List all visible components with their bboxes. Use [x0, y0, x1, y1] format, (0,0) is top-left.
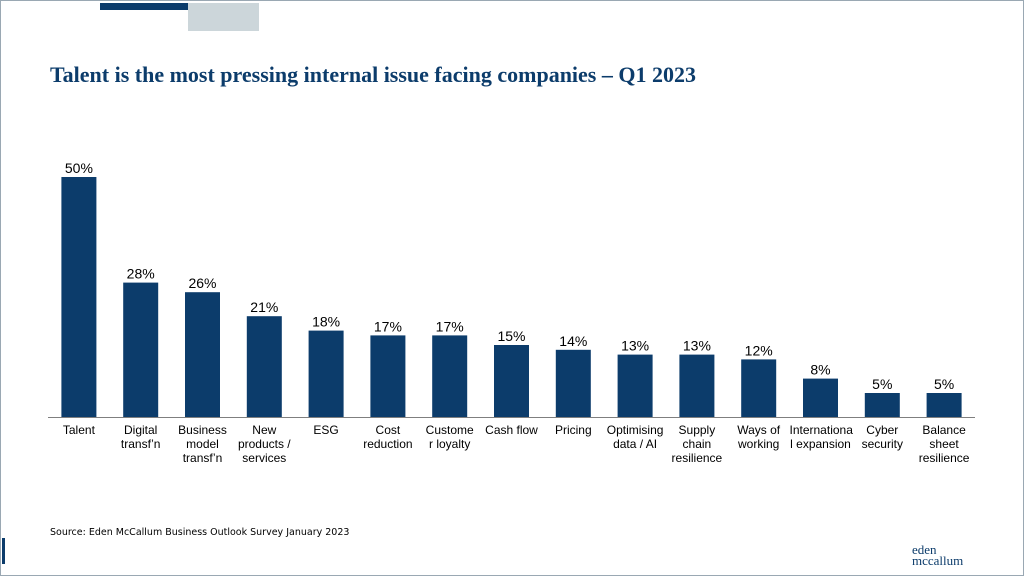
category-label-line: transf’n — [182, 451, 223, 465]
bar-15 — [926, 393, 962, 417]
category-label-line: Digital — [124, 423, 158, 437]
category-label-4: New products / services — [233, 423, 295, 465]
category-label-3: Business model transf’n — [172, 423, 234, 465]
category-label-line: chain — [682, 437, 712, 451]
bar-6 — [370, 335, 406, 417]
category-label-line: sheet — [929, 437, 959, 451]
bar-4 — [246, 316, 282, 417]
category-label-line: Ways of — [737, 423, 781, 437]
value-label-7: 17% — [436, 318, 464, 334]
value-label-3: 26% — [188, 275, 216, 291]
category-label-line: Talent — [62, 423, 95, 437]
category-label-9: Pricing — [542, 423, 604, 437]
value-label-14: 5% — [872, 376, 892, 392]
value-label-12: 12% — [745, 342, 773, 358]
bar-1 — [61, 177, 97, 417]
value-label-9: 14% — [559, 333, 587, 349]
logo-line-2: mccallum — [912, 553, 964, 568]
bar-13 — [803, 378, 838, 417]
category-label-line: Custome — [425, 423, 474, 437]
value-label-11: 13% — [683, 338, 711, 354]
bar-2 — [123, 282, 159, 417]
header-accent-block — [188, 3, 259, 31]
category-label-15: Balance sheet resilience — [913, 423, 975, 465]
category-label-line: ESG — [313, 423, 339, 437]
category-label-12: Ways of working — [728, 423, 790, 451]
value-label-13: 8% — [810, 362, 830, 378]
bar-10 — [617, 354, 653, 417]
category-label-5: ESG — [295, 423, 357, 437]
category-label-7: Custome r loyalty — [419, 423, 481, 451]
category-label-line: transf’n — [120, 437, 161, 451]
value-label-5: 18% — [312, 314, 340, 330]
value-label-8: 15% — [497, 328, 525, 344]
category-label-line: reduction — [363, 437, 413, 451]
category-label-2: Digital transf’n — [110, 423, 172, 451]
category-label-line: Internationa — [789, 423, 853, 437]
value-label-1: 50% — [65, 160, 93, 176]
logo-line-1: eden — [912, 542, 937, 557]
bar-12 — [741, 359, 777, 417]
bar-14 — [864, 393, 900, 417]
category-label-line: Business — [178, 423, 227, 437]
category-label-line: Cyber — [866, 423, 899, 437]
category-label-line: New — [252, 423, 277, 437]
category-label-13: Internationa l expansion — [789, 423, 853, 451]
category-label-line: resilience — [918, 451, 970, 465]
value-label-10: 13% — [621, 338, 649, 354]
header-accent-bar — [100, 3, 188, 10]
value-label-15: 5% — [934, 376, 954, 392]
value-label-6: 17% — [374, 318, 402, 334]
eden-mccallum-logo: eden mccallum — [912, 542, 964, 568]
category-label-line: resilience — [671, 451, 723, 465]
category-label-line: products / — [237, 437, 291, 451]
bar-8 — [494, 345, 529, 417]
category-label-line: working — [738, 437, 780, 451]
value-label-2: 28% — [127, 266, 155, 282]
category-label-line: r loyalty — [429, 437, 471, 451]
category-label-line: Pricing — [554, 423, 592, 437]
category-label-line: model — [186, 437, 219, 451]
category-label-line: data / AI — [613, 437, 658, 451]
bar-3 — [185, 292, 220, 417]
category-label-line: Cash flow — [485, 423, 538, 437]
category-label-line: l expansion — [790, 437, 851, 451]
category-label-14: Cyber security — [851, 423, 913, 451]
value-label-4: 21% — [250, 299, 278, 315]
chart-title: Talent is the most pressing internal iss… — [50, 62, 696, 87]
category-label-line: Supply — [678, 423, 716, 437]
category-label-11: Supply chain resilience — [666, 423, 728, 465]
category-label-line: Balance — [922, 423, 966, 437]
bar-9 — [555, 349, 591, 417]
bar-5 — [308, 330, 344, 417]
category-label-line: Optimising — [606, 423, 664, 437]
category-label-line: services — [242, 451, 287, 465]
category-label-8: Cash flow — [481, 423, 543, 437]
footer-accent-bar — [2, 538, 5, 564]
bar-7 — [432, 335, 468, 417]
bar-11 — [679, 354, 715, 417]
category-label-line: security — [861, 437, 903, 451]
category-label-line: Cost — [375, 423, 401, 437]
category-label-10: Optimising data / AI — [604, 423, 666, 451]
category-label-6: Cost reduction — [357, 423, 419, 451]
source-note: Source: Eden McCallum Business Outlook S… — [50, 527, 350, 538]
category-label-1: Talent — [48, 423, 110, 437]
